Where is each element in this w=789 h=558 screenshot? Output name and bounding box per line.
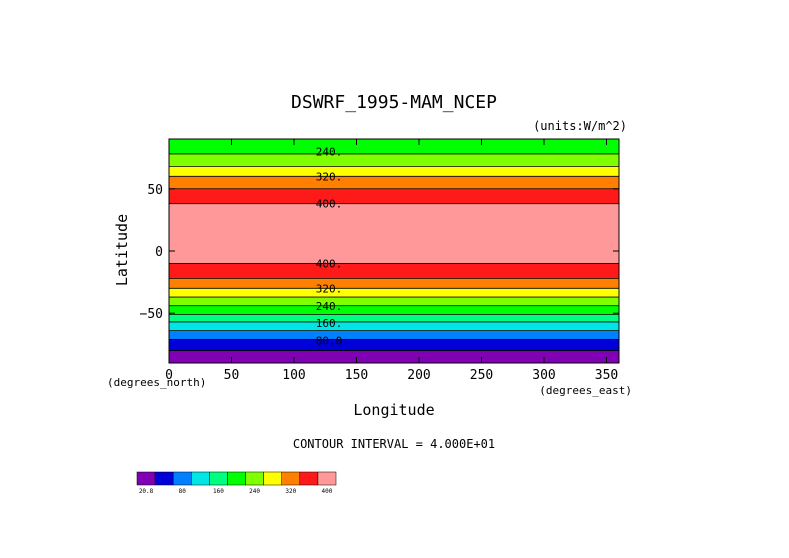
band-9 (169, 297, 619, 306)
colorbar-label-2: 160 (213, 488, 224, 495)
colorbar-label-1: 80 (179, 488, 187, 495)
contour-interval-text: CONTOUR INTERVAL = 4.000E+01 (293, 437, 495, 451)
band-2 (169, 166, 619, 177)
x-tick-label-4: 200 (407, 368, 430, 383)
y-unit-note: (degrees_north) (107, 376, 206, 389)
colorbar-swatch-9 (299, 471, 319, 486)
colorbar-swatch-6 (245, 471, 264, 486)
band-15 (169, 350, 619, 363)
x-tick-label-5: 250 (470, 368, 493, 383)
contour-label-0: 240. (316, 145, 343, 158)
contour-label-1: 320. (316, 170, 343, 183)
band-3 (169, 176, 619, 189)
band-0 (169, 139, 619, 154)
contour-label-2: 400. (316, 198, 343, 211)
x-tick-label-6: 300 (532, 368, 555, 383)
colorbar-swatch-2 (172, 471, 192, 486)
band-11 (169, 314, 619, 322)
band-12 (169, 321, 619, 331)
contour-label-6: 160. (316, 317, 343, 330)
x-tick-label-1: 50 (224, 368, 240, 383)
colorbar-swatch-8 (281, 471, 301, 486)
contour-label-3: 400. (316, 257, 343, 270)
colorbar-swatch-1 (154, 471, 174, 486)
colorbar-swatch-0 (136, 471, 156, 486)
y-tick-label-1: 0 (155, 245, 163, 260)
x-tick-label-2: 100 (282, 368, 305, 383)
units-note: (units:W/m^2) (533, 119, 627, 133)
colorbar-swatch-4 (209, 471, 228, 486)
colorbar-labels: 20.8 80 160 240 320 400 (139, 488, 333, 495)
contour-fill-bands (169, 139, 619, 363)
band-7 (169, 278, 619, 289)
colorbar-swatch-5 (227, 471, 246, 486)
contour-label-4: 320. (316, 282, 343, 295)
band-13 (169, 330, 619, 340)
colorbar-swatch-3 (191, 471, 210, 486)
band-10 (169, 305, 619, 315)
colorbar-swatch-10 (317, 471, 337, 486)
band-1 (169, 153, 619, 167)
contour-label-7: 80.0 (316, 335, 343, 348)
colorbar-label-0: 20.8 (139, 488, 154, 495)
y-axis-label: Latitude (113, 214, 131, 286)
x-axis: 0 50 100 150 200 250 300 350 (165, 139, 618, 383)
x-unit-note: (degrees_east) (539, 384, 632, 397)
contour-lines (169, 153, 619, 351)
contour-labels: 240. 320. 400. 400. 320. 240. 160. 80.0 (316, 145, 343, 348)
band-6 (169, 263, 619, 279)
x-axis-label: Longitude (353, 401, 434, 419)
band-14 (169, 339, 619, 351)
x-tick-label-7: 350 (595, 368, 618, 383)
x-tick-label-0: 0 (165, 368, 173, 383)
colorbar-label-5: 400 (322, 488, 333, 495)
band-4 (169, 188, 619, 204)
band-8 (169, 288, 619, 298)
colorbar-label-4: 320 (285, 488, 296, 495)
colorbar-label-3: 240 (249, 488, 260, 495)
contour-label-5: 240. (316, 300, 343, 313)
y-tick-label-0: 50 (147, 183, 163, 198)
y-tick-label-2: −50 (140, 307, 163, 322)
colorbar-swatch-7 (263, 471, 282, 486)
y-axis: 50 0 −50 (140, 183, 619, 322)
chart-title: DSWRF_1995-MAM_NCEP (291, 92, 497, 113)
x-tick-label-3: 150 (345, 368, 368, 383)
band-5 (169, 203, 619, 264)
colorbar (136, 471, 337, 486)
